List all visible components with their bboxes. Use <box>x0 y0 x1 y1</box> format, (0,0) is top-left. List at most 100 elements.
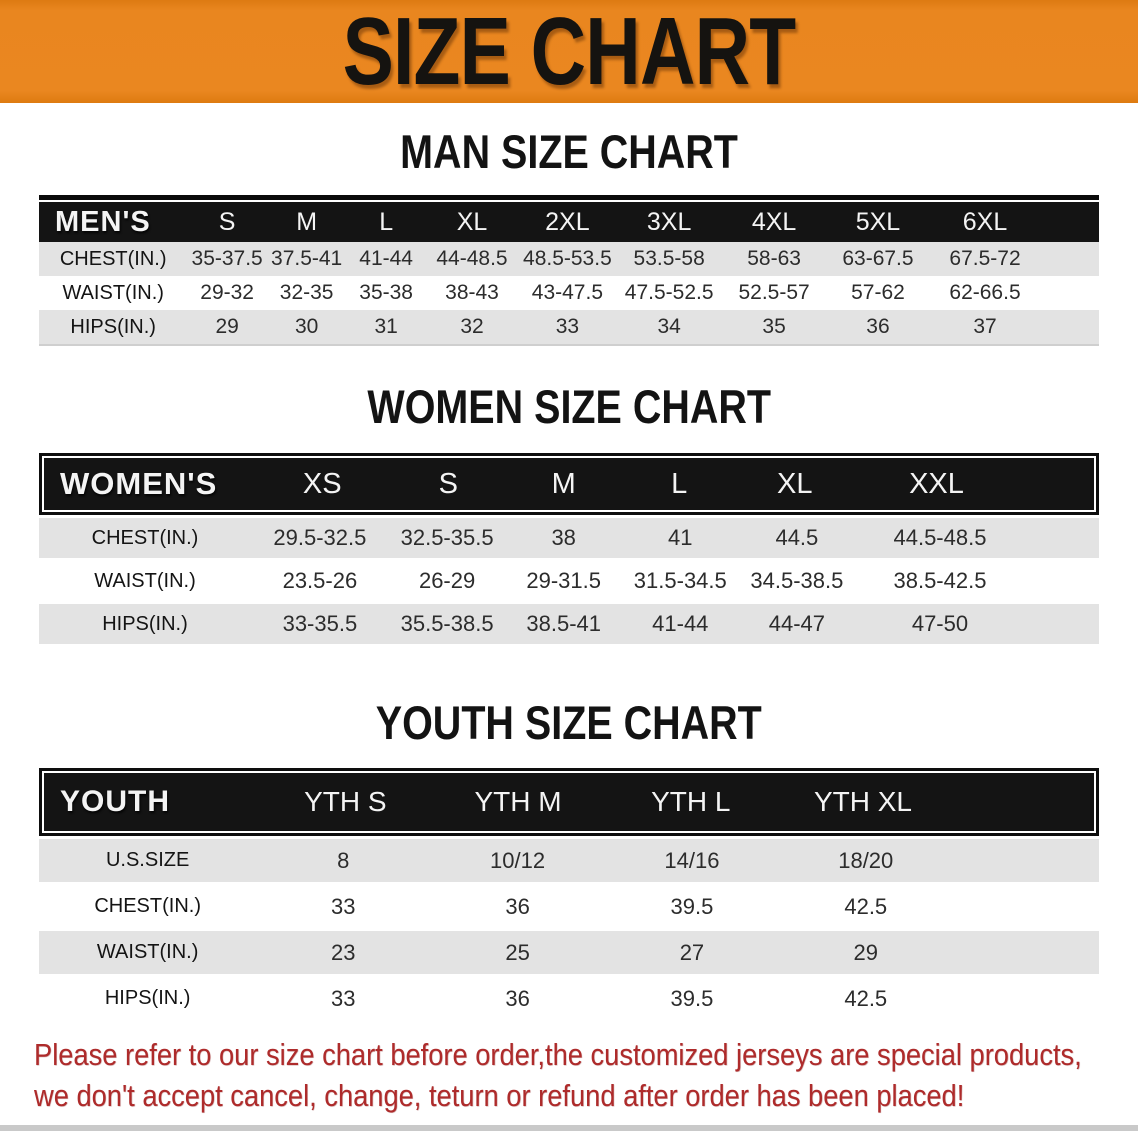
value-cell: 27 <box>679 939 705 965</box>
value-cell: 38.5-42.5 <box>893 568 987 593</box>
youth-table-header-row: YOUTH YTH S YTH M YTH L YTH XL <box>44 773 1094 831</box>
row-label-cell: HIPS(IN.) <box>70 315 156 338</box>
page-title: SIZE CHART <box>342 0 797 103</box>
women-size-table: WOMEN'S XS S M L XL XXL CHEST(IN.) 29.5-… <box>39 453 1099 644</box>
men-row-hips: HIPS(IN.) 29 30 31 32 33 34 35 36 37 <box>39 310 1099 344</box>
value-cell: 14/16 <box>664 847 720 873</box>
value-cell: 36 <box>505 893 530 919</box>
men-header-size-l: L <box>379 207 394 236</box>
women-header-size-s: S <box>438 467 458 500</box>
row-label-cell: WAIST(IN.) <box>62 281 164 304</box>
value-cell: 29-32 <box>200 281 254 304</box>
value-cell: 47.5-52.5 <box>624 281 714 304</box>
value-cell: 44.5 <box>775 525 819 550</box>
men-header-size-3xl: 3XL <box>646 207 692 236</box>
value-cell: 29-31.5 <box>526 568 601 593</box>
value-cell: 52.5-57 <box>738 281 810 304</box>
men-header-size-6xl: 6XL <box>962 207 1008 236</box>
value-cell: 34.5-38.5 <box>750 568 844 593</box>
disclaimer-line-1: Please refer to our size chart before or… <box>34 1037 1082 1072</box>
men-header-size-xl: XL <box>456 207 488 236</box>
value-cell: 31 <box>374 315 398 338</box>
men-header-label: MEN'S <box>55 205 151 238</box>
value-cell: 23.5-26 <box>282 568 358 593</box>
value-cell: 67.5-72 <box>949 247 1021 270</box>
value-cell: 36 <box>505 985 530 1011</box>
youth-row-hips: HIPS(IN.) 33 36 39.5 42.5 <box>39 977 1099 1020</box>
value-cell: 29 <box>853 939 878 965</box>
banner: SIZE CHART <box>0 0 1138 103</box>
value-cell: 10/12 <box>490 847 546 873</box>
youth-header-size-m: YTH M <box>474 786 562 817</box>
youth-header-label: YOUTH <box>60 785 170 818</box>
youth-header-size-xl: YTH XL <box>813 786 912 817</box>
row-label-cell: HIPS(IN.) <box>104 987 191 1009</box>
row-label-cell: CHEST(IN.) <box>94 895 201 917</box>
value-cell: 58-63 <box>747 247 801 270</box>
value-cell: 35.5-38.5 <box>400 611 494 636</box>
men-row-chest: CHEST(IN.) 35-37.5 37.5-41 41-44 44-48.5… <box>39 242 1099 276</box>
men-size-table: MEN'S S M L XL 2XL 3XL 4XL 5XL 6XL CHEST… <box>39 195 1099 346</box>
value-cell: 57-62 <box>851 281 905 304</box>
value-cell: 39.5 <box>670 893 714 919</box>
women-row-hips: HIPS(IN.) 33-35.5 35.5-38.5 38.5-41 41-4… <box>39 604 1099 644</box>
value-cell: 8 <box>337 847 350 873</box>
youth-header-size-s: YTH S <box>304 786 387 817</box>
value-cell: 33-35.5 <box>282 611 358 636</box>
value-cell: 23 <box>330 939 356 965</box>
youth-row-waist: WAIST(IN.) 23 25 27 29 <box>39 931 1099 974</box>
men-size-chart-section: MAN SIZE CHART MEN'S S M L XL 2XL 3XL 4X… <box>0 127 1138 346</box>
men-header-size-m: M <box>296 207 318 236</box>
value-cell: 26-29 <box>418 568 476 593</box>
men-header-size-5xl: 5XL <box>855 207 901 236</box>
men-table-header-row: MEN'S S M L XL 2XL 3XL 4XL 5XL 6XL <box>39 202 1099 242</box>
value-cell: 44-48.5 <box>436 247 508 270</box>
youth-chart-heading: YOUTH SIZE CHART <box>375 696 763 749</box>
men-row-waist: WAIST(IN.) 29-32 32-35 35-38 38-43 43-47… <box>39 276 1099 310</box>
women-header-label: WOMEN'S <box>60 466 218 501</box>
men-header-size-2xl: 2XL <box>545 207 590 236</box>
value-cell: 32-35 <box>279 281 334 304</box>
disclaimer-line-2: we don't accept cancel, change, teturn o… <box>34 1078 965 1113</box>
value-cell: 30 <box>294 315 319 338</box>
value-cell: 25 <box>505 939 530 965</box>
value-cell: 41-44 <box>652 611 709 636</box>
value-cell: 35 <box>762 315 786 338</box>
women-row-waist: WAIST(IN.) 23.5-26 26-29 29-31.5 31.5-34… <box>39 561 1099 601</box>
youth-header-size-l: YTH L <box>651 786 731 817</box>
value-cell: 38.5-41 <box>526 611 601 636</box>
row-label-cell: HIPS(IN.) <box>102 612 188 635</box>
youth-size-chart-section: YOUTH SIZE CHART YOUTH YTH S YTH M YTH L… <box>0 698 1138 1020</box>
value-cell: 33 <box>330 893 356 919</box>
women-row-chest: CHEST(IN.) 29.5-32.5 32.5-35.5 38 41 44.… <box>39 518 1099 558</box>
women-header-size-m: M <box>551 467 576 500</box>
women-table-header-row: WOMEN'S XS S M L XL XXL <box>44 458 1094 510</box>
value-cell: 36 <box>866 315 890 338</box>
women-chart-heading: WOMEN SIZE CHART <box>367 380 771 433</box>
value-cell: 43-47.5 <box>531 281 604 304</box>
value-cell: 44.5-48.5 <box>893 525 987 550</box>
disclaimer: Please refer to our size chart before or… <box>0 1034 1138 1116</box>
value-cell: 35-37.5 <box>191 247 263 270</box>
women-header-size-xl: XL <box>777 467 813 500</box>
women-header-size-l: L <box>671 467 688 500</box>
women-header-size-xxl: XXL <box>909 467 964 500</box>
bottom-edge-strip <box>0 1125 1138 1131</box>
value-cell: 29.5-32.5 <box>273 525 367 550</box>
value-cell: 31.5-34.5 <box>633 568 727 593</box>
value-cell: 37.5-41 <box>271 247 343 270</box>
row-label-cell: CHEST(IN.) <box>59 247 167 270</box>
value-cell: 44-47 <box>768 611 826 636</box>
value-cell: 62-66.5 <box>949 281 1021 304</box>
women-size-chart-section: WOMEN SIZE CHART WOMEN'S XS S M L XL XXL… <box>0 382 1138 644</box>
youth-table-header-frame: YOUTH YTH S YTH M YTH L YTH XL <box>39 768 1099 836</box>
value-cell: 32.5-35.5 <box>400 525 494 550</box>
value-cell: 38 <box>551 525 576 550</box>
men-header-size-4xl: 4XL <box>751 207 797 236</box>
row-label-cell: U.S.SIZE <box>105 849 190 871</box>
value-cell: 38-43 <box>445 281 499 304</box>
value-cell: 29 <box>215 315 239 338</box>
value-cell: 33 <box>330 985 356 1011</box>
value-cell: 39.5 <box>670 985 714 1011</box>
